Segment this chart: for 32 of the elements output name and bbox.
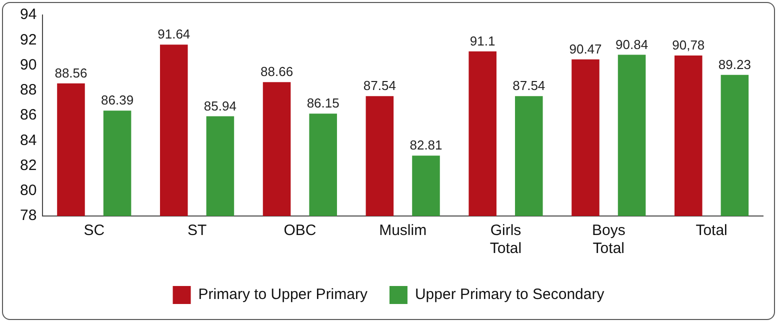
x-tick-label: Girls Total [490, 222, 522, 258]
data-label: 87.54 [363, 78, 396, 94]
data-label: 85.94 [204, 98, 236, 114]
y-tick-label: 86 [20, 106, 37, 124]
y-tick-label: 78 [20, 207, 37, 224]
data-label: 90.47 [569, 41, 602, 56]
x-tick-label: Boys Total [592, 222, 626, 258]
data-label: 91.64 [158, 26, 190, 42]
data-label: 89.23 [718, 57, 751, 72]
x-tick-label: OBC [284, 222, 316, 240]
y-tick-label: 90 [20, 56, 37, 74]
y-tick-label: 80 [20, 182, 37, 200]
x-tick-label: ST [187, 222, 207, 240]
data-label: 90.84 [616, 36, 648, 52]
data-label: 90,78 [672, 38, 705, 53]
data-label: 86.15 [306, 96, 340, 111]
y-tick-label: 92 [20, 31, 37, 48]
data-label: 88.66 [260, 64, 294, 80]
x-tick-label: Muslim [379, 222, 427, 240]
y-tick-label: 88 [20, 82, 37, 99]
y-tick-label: 84 [20, 132, 37, 149]
data-label: 82.81 [410, 138, 442, 153]
legend-label: Upper Primary to Secondary [414, 286, 605, 304]
legend-label: Primary to Upper Primary [198, 286, 368, 304]
data-label: 86.39 [101, 92, 134, 108]
y-tick-label: 94 [20, 6, 37, 24]
data-label: 88.56 [54, 65, 88, 80]
data-label: 87.54 [512, 78, 546, 94]
x-tick-label: Total [696, 222, 728, 240]
data-label: 91.1 [470, 34, 496, 49]
y-tick-label: 82 [20, 156, 37, 174]
x-tick-label: SC [84, 222, 105, 240]
